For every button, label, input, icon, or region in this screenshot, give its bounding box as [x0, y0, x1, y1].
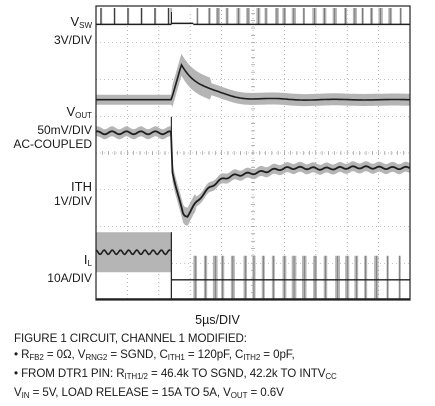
vsw-scale: 3V/DIV	[53, 33, 92, 47]
vsw-channel-label: VSW 3V/DIV	[53, 14, 92, 48]
ith-channel-label: ITH 1V/DIV	[53, 179, 92, 209]
vout-channel-label: VOUT 50mV/DIV AC-COUPLED	[13, 104, 92, 152]
ith-trace	[95, 130, 410, 218]
vout-scale: 50mV/DIV	[37, 123, 92, 137]
notes-line-1: FIGURE 1 CIRCUIT, CHANNEL 1 MODIFIED:	[14, 332, 247, 345]
time-scale-label: 5µs/DIV	[195, 313, 240, 327]
vout-trace	[96, 62, 410, 101]
notes-line-3: • FROM DTR1 PIN: RITH1/2 = 46.4k TO SGND…	[14, 367, 337, 381]
graticule	[95, 5, 411, 301]
figure-notes: FIGURE 1 CIRCUIT, CHANNEL 1 MODIFIED: • …	[14, 331, 432, 404]
notes-line-2: • RFB2 = 0Ω, VRNG2 = SGND, CITH1 = 120pF…	[14, 348, 295, 362]
screen-border	[95, 5, 411, 301]
notes-line-4: VIN = 5V, LOAD RELEASE = 15A TO 5A, VOUT…	[14, 386, 284, 400]
il-scale: 10A/DIV	[47, 271, 92, 285]
il-channel-label: IL 10A/DIV	[47, 252, 92, 286]
il-trace-before	[95, 249, 171, 256]
traces	[95, 8, 410, 300]
vout-coupling: AC-COUPLED	[13, 137, 92, 151]
ith-scale: 1V/DIV	[53, 194, 92, 208]
ith-envelope	[96, 126, 410, 226]
vout-envelope	[96, 53, 410, 107]
